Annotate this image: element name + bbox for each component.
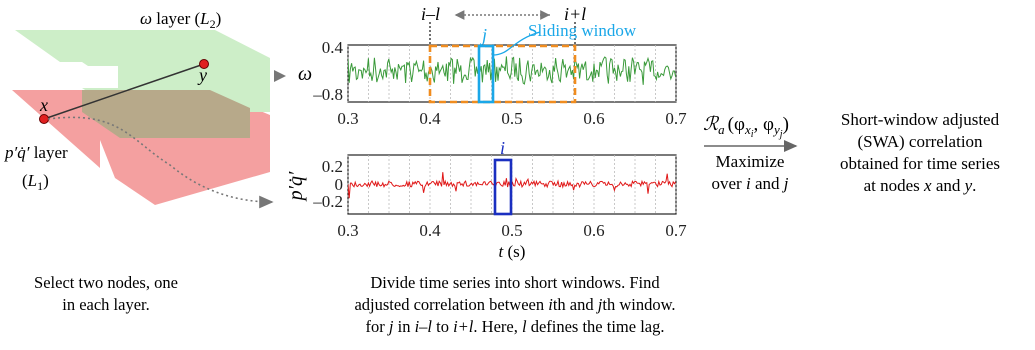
layer-diagram: y x ω layer (L2) p′q̇′ layer (L1) <box>4 9 286 209</box>
top-ylabel: ω <box>298 63 312 85</box>
xtick-label: 0.5 <box>501 221 522 240</box>
window-i <box>493 158 513 216</box>
caption-left-line2: in each layer. <box>62 295 150 314</box>
lag-range-box <box>428 44 577 104</box>
xtick-label: 0.4 <box>419 221 441 240</box>
bottom-ytick-1: 0 <box>335 175 344 194</box>
maximize-line1: Maximize <box>716 152 785 171</box>
result-line4: at nodes x and y. <box>864 176 977 195</box>
result-line3: obtained for time series <box>840 154 1000 173</box>
caption-left-line1: Select two nodes, one <box>34 273 178 292</box>
lag-left-label: i–l <box>421 4 440 24</box>
xtick-label: 0.3 <box>337 109 358 128</box>
xtick-label: 0.3 <box>337 221 358 240</box>
bottom-layer-label: p′q̇′ layer <box>4 143 68 162</box>
top-ytick-1: –0.8 <box>312 85 343 104</box>
result-text: Short-window adjusted (SWA) correlation … <box>840 110 1000 195</box>
arrow-to-top-series <box>274 70 286 82</box>
top-xticks: 0.3 0.4 0.5 0.6 0.7 <box>337 109 687 128</box>
node-y <box>199 59 209 69</box>
node-y-label: y <box>197 65 207 85</box>
bottom-xticks: 0.3 0.4 0.5 0.6 0.7 <box>337 221 687 240</box>
overlap-region <box>82 90 250 138</box>
result-line1: Short-window adjusted <box>841 110 1000 129</box>
result-line2: (SWA) correlation <box>857 132 983 151</box>
xtick-label: 0.4 <box>419 109 441 128</box>
window-j-label: j <box>480 25 487 45</box>
maximize-line2: over i and j <box>712 174 789 193</box>
bottom-series-panel: i 0.2 0 –0.2 p′q̇′ 0.3 0.4 0.5 0.6 0.7 t (s) <box>285 138 687 261</box>
bottom-ytick-2: –0.2 <box>312 192 343 211</box>
top-ytick-0: 0.4 <box>322 38 344 57</box>
captions: Select two nodes, one in each layer. Div… <box>34 273 675 336</box>
window-i-label: i <box>500 138 505 158</box>
caption-mid-line3: for j in i–l to i+l. Here, l defines the… <box>366 317 665 336</box>
top-layer-label: ω layer (L2) <box>140 9 221 31</box>
top-series-panel: i–l i+l j Sliding window 0.4 –0.8 ω 0.3 0… <box>298 4 687 128</box>
sliding-window-pointer <box>492 31 541 56</box>
bottom-ytick-0: 0.2 <box>322 157 343 176</box>
bottom-ylabel: p′q̇′ <box>285 171 307 202</box>
maximize-arrow-block: ℛa (φxi, φyj) Maximize over i and j <box>703 114 798 193</box>
lag-right-label: i+l <box>564 4 586 24</box>
node-x <box>39 114 49 124</box>
bottom-layer-label-index: (L1) <box>22 171 49 193</box>
dotted-link-arrow <box>47 116 274 209</box>
node-x-label: x <box>39 95 48 115</box>
top-series-line <box>348 56 676 85</box>
bottom-xlabel: t (s) <box>499 242 526 261</box>
xtick-label: 0.6 <box>583 109 604 128</box>
caption-mid-line1: Divide time series into short windows. F… <box>370 273 660 292</box>
window-j <box>477 44 495 104</box>
xtick-label: 0.7 <box>665 221 687 240</box>
sliding-window-label: Sliding window <box>528 21 637 40</box>
caption-mid-line2: adjusted correlation between ith and jth… <box>354 295 675 314</box>
xtick-label: 0.7 <box>665 109 687 128</box>
xtick-label: 0.5 <box>501 109 522 128</box>
node-connection-line <box>43 63 205 120</box>
xtick-label: 0.6 <box>583 221 604 240</box>
swa-formula: ℛa (φxi, φyj) <box>703 114 789 140</box>
